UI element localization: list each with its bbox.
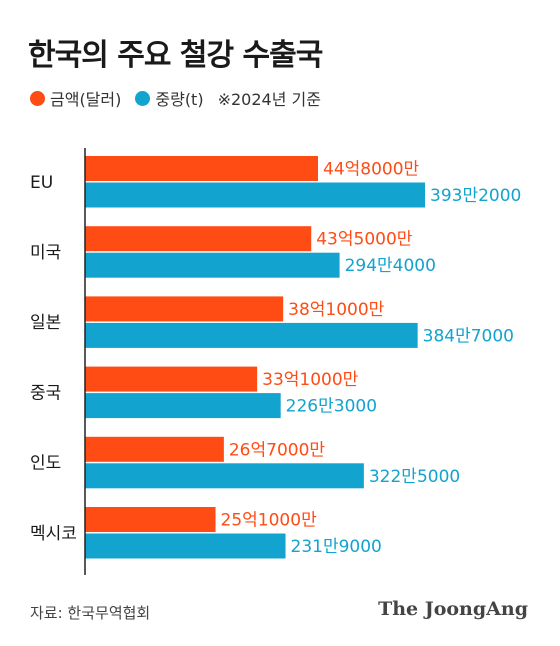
bar-amount [85,507,216,532]
bar-weight [85,182,425,208]
data-label-amount: 44억8000만 [323,160,420,180]
bar-weight [85,393,281,419]
data-label-weight: 322만5000 [369,467,460,487]
bar-amount [85,226,312,252]
data-label-weight: 393만2000 [430,186,521,206]
brand-logo: The JoongAng [378,598,528,620]
data-label-amount: 43억5000만 [316,230,413,250]
bar-amount [85,296,284,322]
category-label: 인도 [30,454,61,474]
legend-swatch-weight [135,90,151,106]
category-label: EU [30,173,53,193]
data-label-weight: 231만9000 [291,537,382,557]
category-label: 멕시코 [30,524,77,544]
category-label: 중국 [30,383,61,403]
bar-amount [85,156,318,181]
data-label-amount: 25억1000만 [221,511,318,531]
data-label-weight: 294만4000 [345,256,436,276]
legend-label-weight: 중량(t) [155,90,204,109]
legend-item-amount: 금액(달러) [30,86,121,110]
bar-amount [85,366,258,392]
category-label: 미국 [30,243,61,263]
data-label-weight: 384만7000 [423,326,514,346]
category-label: 일본 [30,313,61,333]
source-note: 자료: 한국무역협회 [30,604,151,622]
legend-label-amount: 금액(달러) [50,90,122,109]
data-label-amount: 33억1000만 [262,370,359,390]
bar-weight [85,533,286,559]
bar-weight [85,252,340,278]
legend-item-weight: 중량(t) [135,86,204,110]
data-label-amount: 26억7000만 [229,440,326,460]
data-label-amount: 38억1000만 [288,300,385,320]
bar-amount [85,436,224,462]
legend-swatch-amount [30,90,45,106]
legend: 금액(달러) 중량(t) ※2024년 기준 [30,86,321,110]
data-label-weight: 226만3000 [286,397,377,417]
bar-weight [85,322,418,348]
chart-title: 한국의 주요 철강 수출국 [28,38,323,73]
legend-note: ※2024년 기준 [217,90,321,109]
bar-weight [85,463,364,489]
